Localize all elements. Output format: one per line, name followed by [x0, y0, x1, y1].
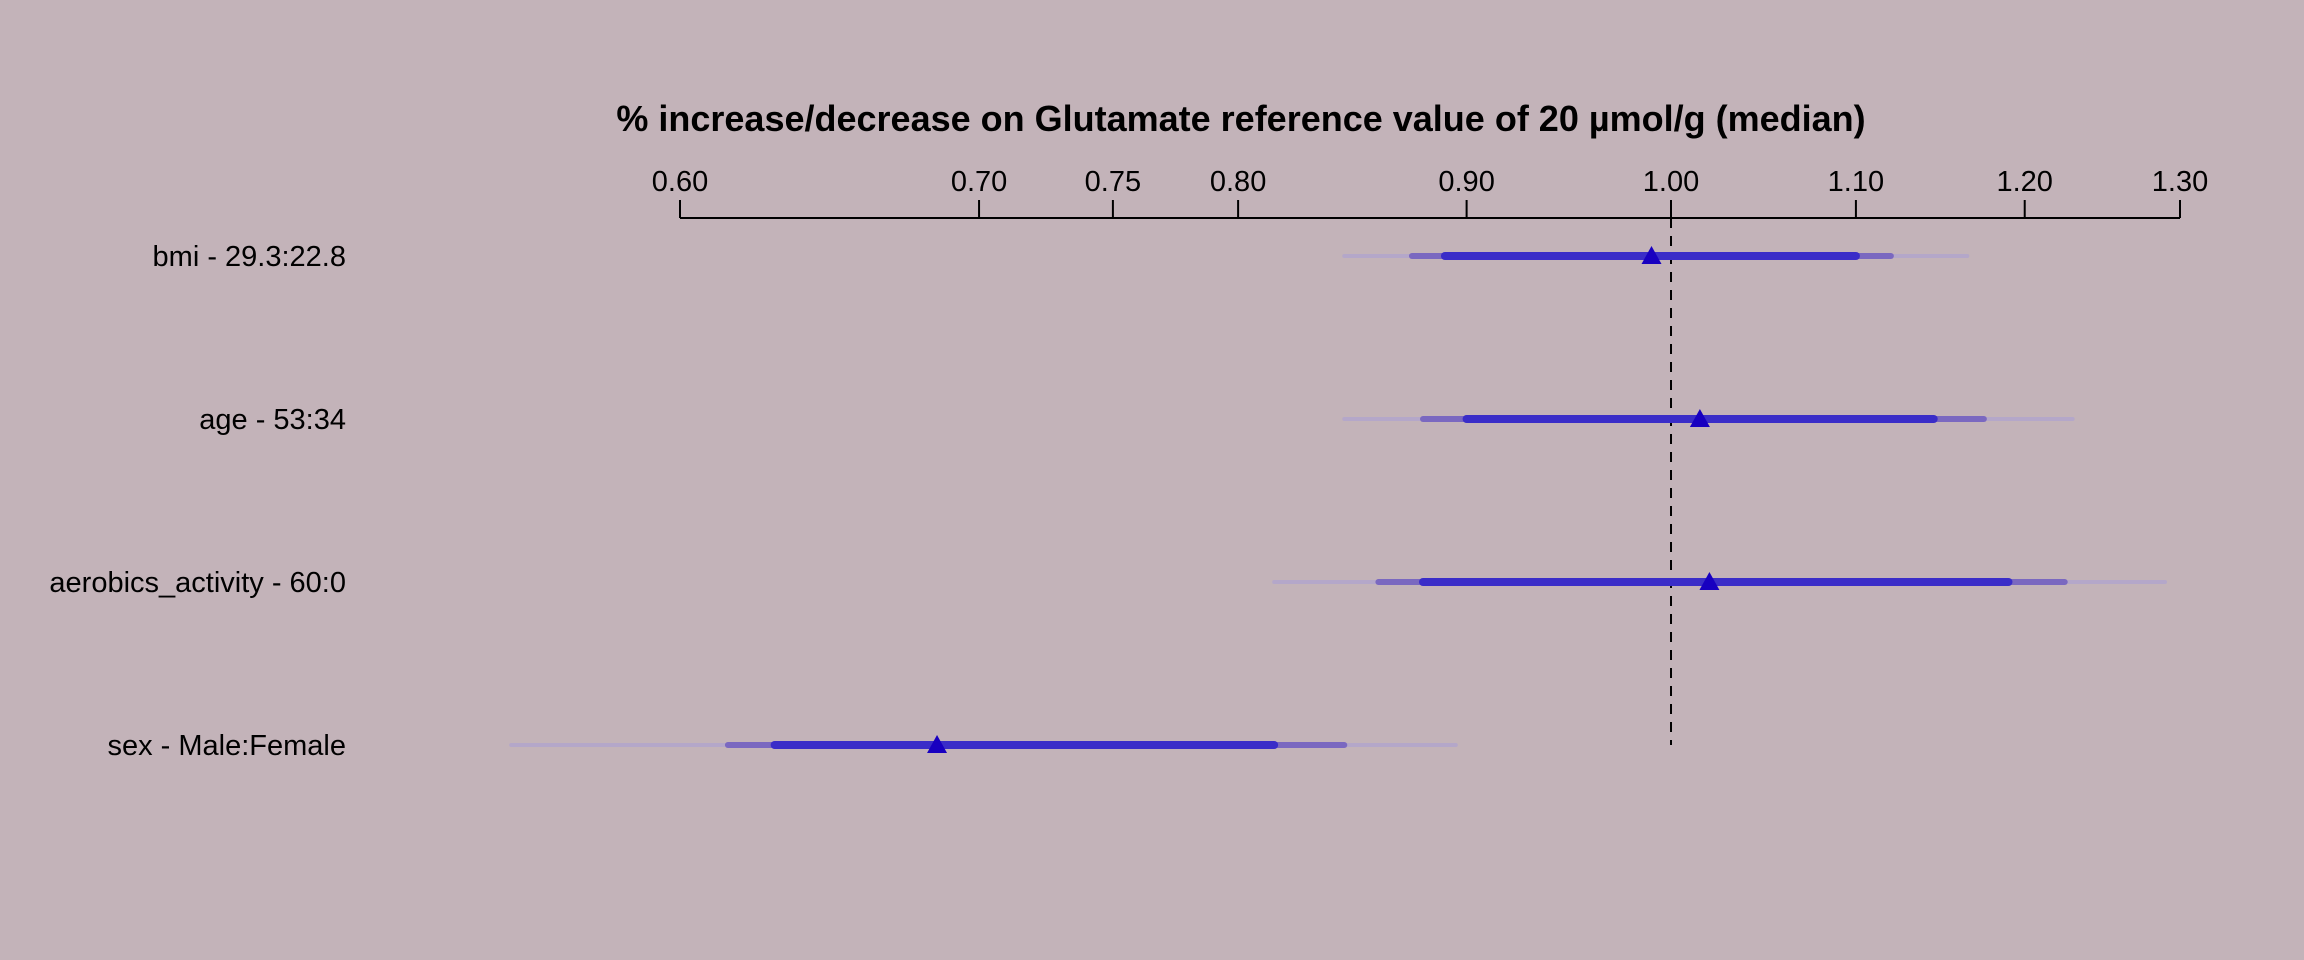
- row-label: aerobics_activity - 60:0: [49, 567, 346, 599]
- x-tick-label: 0.90: [1438, 166, 1494, 198]
- row-label: sex - Male:Female: [107, 730, 346, 762]
- row-label: bmi - 29.3:22.8: [153, 241, 346, 273]
- x-tick-label: 0.70: [951, 166, 1007, 198]
- plot-row: sex - Male:Female: [107, 730, 1458, 762]
- estimate-marker: [927, 735, 948, 753]
- x-tick-label: 0.60: [652, 166, 708, 198]
- chart-title: % increase/decrease on Glutamate referen…: [616, 98, 1865, 139]
- x-tick-label: 0.80: [1210, 166, 1266, 198]
- x-tick-label: 1.20: [1996, 166, 2052, 198]
- estimate-marker: [1641, 246, 1662, 264]
- row-label: age - 53:34: [199, 404, 346, 436]
- x-tick-label: 1.10: [1828, 166, 1884, 198]
- x-tick-label: 1.00: [1643, 166, 1699, 198]
- plot-row: aerobics_activity - 60:0: [49, 567, 2168, 599]
- plot-row: age - 53:34: [199, 404, 2075, 436]
- x-tick-label: 0.75: [1085, 166, 1141, 198]
- plot-row: bmi - 29.3:22.8: [153, 241, 1970, 273]
- x-axis: 0.60 0.70 0.75 0.80 0.90 1.00 1.10 1.20 1.30: [652, 166, 2208, 219]
- plot-rows: bmi - 29.3:22.8 age - 53:34 aerobics_activ…: [49, 241, 2168, 762]
- estimate-marker: [1689, 409, 1710, 427]
- x-tick-label: 1.30: [2152, 166, 2208, 198]
- estimate-marker: [1699, 572, 1720, 590]
